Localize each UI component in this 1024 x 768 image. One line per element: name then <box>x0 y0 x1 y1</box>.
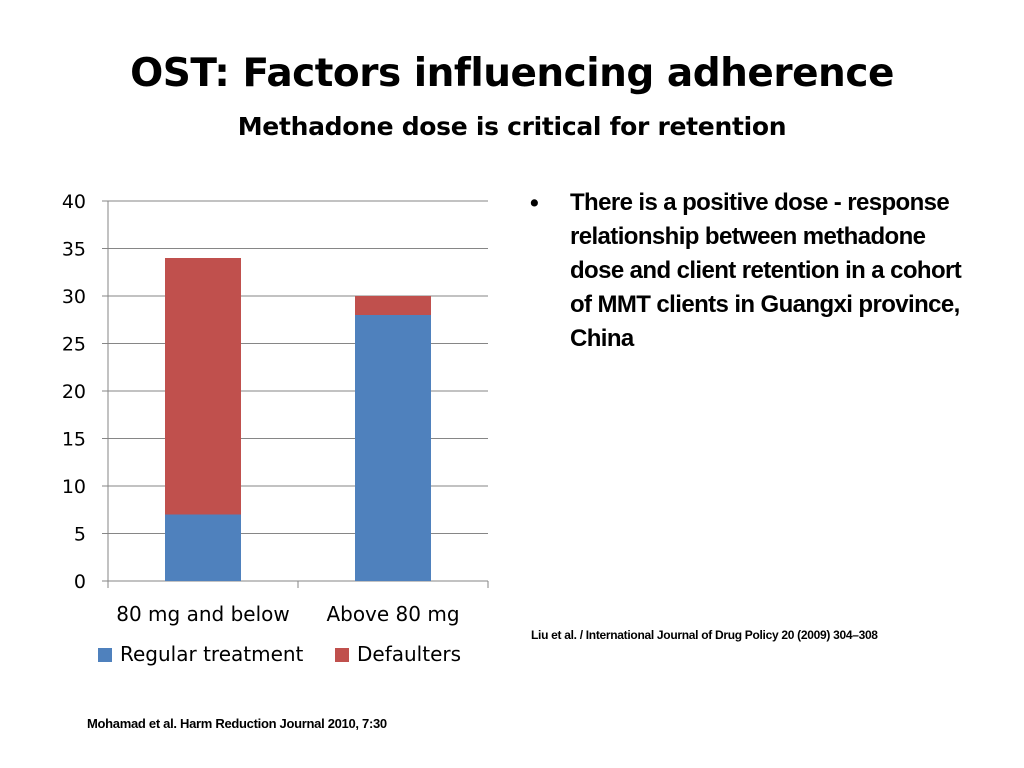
y-tick-label: 5 <box>74 524 86 546</box>
legend-label: Regular treatment <box>120 642 304 666</box>
y-tick-label: 30 <box>62 286 86 308</box>
bar-segment <box>355 296 431 315</box>
slide-title: OST: Factors influencing adherence <box>130 51 894 96</box>
reference-liu: Liu et al. / International Journal of Dr… <box>531 628 878 642</box>
legend-swatch <box>335 648 349 662</box>
y-tick-label: 25 <box>62 334 86 356</box>
slide-subtitle: Methadone dose is critical for retention <box>237 112 787 141</box>
bullet-point: • There is a positive dose - response re… <box>530 186 970 356</box>
reference-mohamad: Mohamad et al. Harm Reduction Journal 20… <box>87 716 387 731</box>
y-tick-label: 40 <box>62 191 86 213</box>
bar-segment <box>355 315 431 581</box>
y-tick-label: 35 <box>62 239 86 261</box>
bar-segment <box>165 514 241 581</box>
x-category-label: 80 mg and below <box>116 602 289 626</box>
y-tick-label: 10 <box>62 476 86 498</box>
bullet-marker: • <box>530 189 539 217</box>
legend-label: Defaulters <box>357 642 461 666</box>
x-category-label: Above 80 mg <box>326 602 459 626</box>
stacked-bar-chart: 0 5 10 15 20 25 30 35 40 80 mg and below Above 80 … <box>62 191 489 666</box>
y-tick-label: 15 <box>62 429 86 451</box>
y-tick-label: 0 <box>74 571 86 593</box>
bar-segment <box>165 258 241 515</box>
y-tick-label: 20 <box>62 381 86 403</box>
legend-swatch <box>98 648 112 662</box>
bullet-text: There is a positive dose - response rela… <box>570 189 962 352</box>
